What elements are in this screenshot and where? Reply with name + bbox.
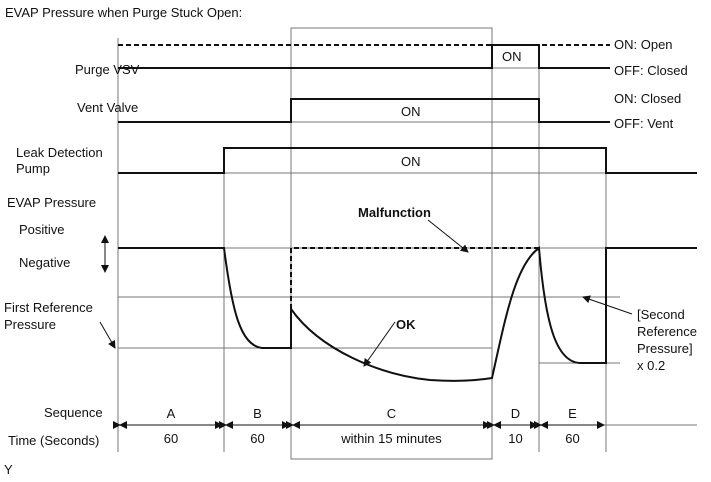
negative-label: Negative — [19, 255, 70, 270]
vent-valve-off-state: OFF: Vent — [614, 116, 674, 131]
second-ref-label-3: Pressure] — [637, 341, 693, 356]
step-time: within 15 minutes — [340, 431, 442, 446]
malfunction-label: Malfunction — [358, 205, 431, 220]
first-ref-label-2: Pressure — [4, 317, 56, 332]
sequence-label: Sequence — [44, 405, 103, 420]
step-name: E — [568, 406, 577, 421]
evap-pressure-label: EVAP Pressure — [7, 195, 96, 210]
leak-pump-label-2: Pump — [16, 161, 50, 176]
step-time: 60 — [164, 431, 178, 446]
purge-vsv-label: Purge VSV — [75, 62, 140, 77]
step-name: A — [167, 406, 176, 421]
ok-arrow-icon — [363, 321, 396, 367]
vent-valve-label: Vent Valve — [77, 100, 138, 115]
malfunction-arrow-icon — [427, 219, 469, 253]
step-time: 60 — [565, 431, 579, 446]
purge-vsv-signal — [118, 44, 610, 69]
first-ref-label-1: First Reference — [4, 300, 93, 315]
leak-pump-on-label: ON — [401, 154, 421, 169]
second-ref-label-4: x 0.2 — [637, 358, 665, 373]
purge-vsv-off-state: OFF: Closed — [614, 63, 688, 78]
time-label: Time (Seconds) — [8, 433, 99, 448]
phase-c-box — [290, 27, 493, 460]
vent-valve-on-state: ON: Closed — [614, 91, 681, 106]
positive-label: Positive — [19, 222, 65, 237]
diagram-title: EVAP Pressure when Purge Stuck Open: — [5, 5, 242, 20]
step-name: B — [253, 406, 262, 421]
leak-pump-signal — [118, 147, 697, 174]
phase-dividers — [117, 38, 607, 452]
vent-valve-signal — [118, 98, 610, 123]
ok-label: OK — [396, 317, 416, 332]
step-name: C — [387, 406, 396, 421]
vent-valve-on-label: ON — [401, 104, 421, 119]
purge-vsv-on-state: ON: Open — [614, 37, 673, 52]
first-ref-arrow-icon — [99, 321, 116, 349]
evap-reference-lines — [118, 247, 697, 364]
second-ref-label-2: Reference — [637, 324, 697, 339]
evap-pressure-curve — [118, 246, 697, 382]
footnote: Y — [4, 462, 13, 477]
purge-vsv-on-label: ON — [502, 49, 522, 64]
step-name: D — [511, 406, 520, 421]
step-time: 60 — [250, 431, 264, 446]
second-ref-label-1: [Second — [637, 307, 685, 322]
second-ref-arrow-icon — [582, 295, 633, 315]
leak-pump-label-1: Leak Detection — [16, 145, 103, 160]
step-time: 10 — [508, 431, 522, 446]
